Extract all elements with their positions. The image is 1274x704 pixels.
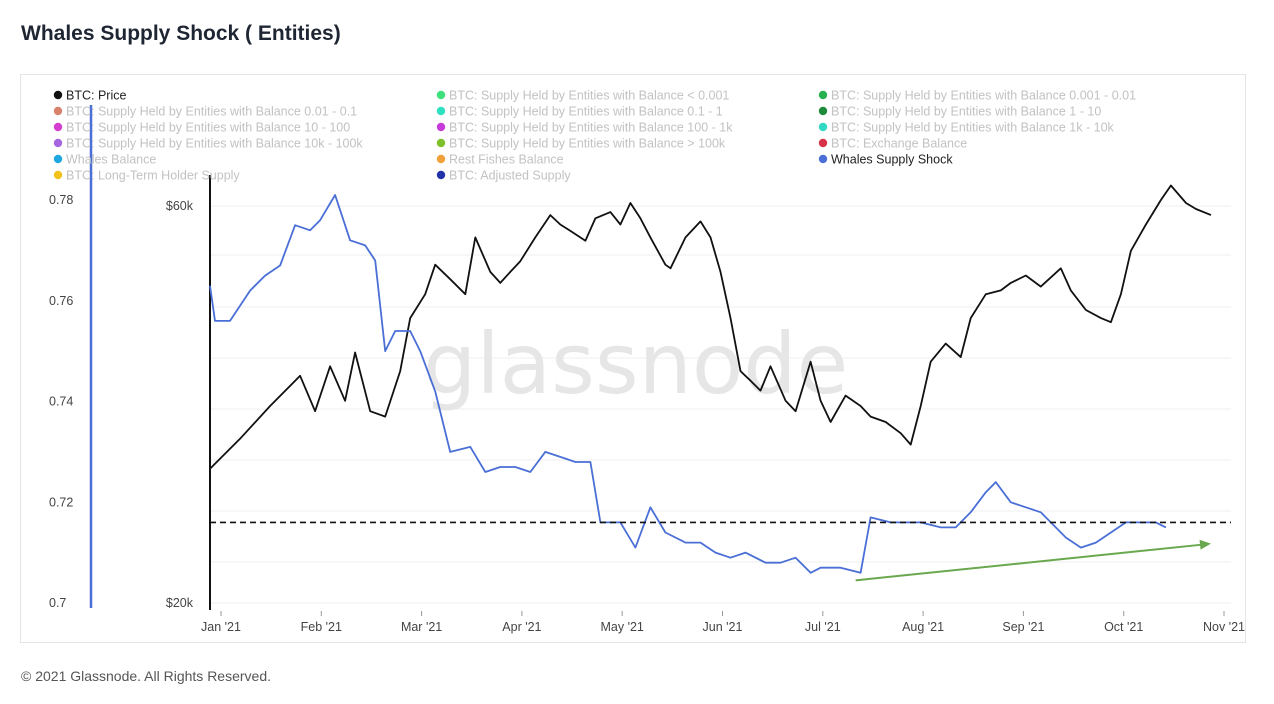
price-axis-tick: $60k bbox=[166, 199, 194, 213]
legend-item: BTC: Long-Term Holder Supply bbox=[53, 169, 240, 183]
whales-supply-shock-line bbox=[209, 194, 1167, 574]
legend-marker-icon bbox=[53, 122, 63, 132]
legend-label: BTC: Supply Held by Entities with Balanc… bbox=[449, 89, 729, 103]
x-axis-tick: Mar '21 bbox=[401, 620, 442, 634]
legend-item: BTC: Supply Held by Entities with Balanc… bbox=[818, 121, 1115, 135]
legend-label: BTC: Supply Held by Entities with Balanc… bbox=[66, 121, 350, 135]
legend-label: BTC: Supply Held by Entities with Balanc… bbox=[449, 121, 733, 135]
x-axis-tick: May '21 bbox=[601, 620, 644, 634]
left-axis-tick: 0.76 bbox=[49, 294, 73, 308]
legend-item: BTC: Supply Held by Entities with Balanc… bbox=[818, 105, 1101, 119]
x-axis-tick: Oct '21 bbox=[1104, 620, 1143, 634]
legend-marker-icon bbox=[53, 90, 63, 100]
legend-marker-icon bbox=[818, 138, 828, 148]
legend-label: BTC: Adjusted Supply bbox=[449, 169, 571, 183]
legend-item: BTC: Supply Held by Entities with Balanc… bbox=[436, 121, 733, 135]
legend-label: BTC: Supply Held by Entities with Balanc… bbox=[831, 105, 1101, 119]
legend-marker-icon bbox=[53, 106, 63, 116]
legend-item: Whales Supply Shock bbox=[818, 153, 953, 167]
price-axis-tick: $20k bbox=[166, 596, 194, 610]
legend-label: BTC: Supply Held by Entities with Balanc… bbox=[831, 121, 1115, 135]
legend-label: Whales Supply Shock bbox=[831, 153, 953, 167]
legend-label: Rest Fishes Balance bbox=[449, 153, 564, 167]
legend-label: BTC: Price bbox=[66, 89, 126, 103]
chart-svg: glassnode 0.78 0.76 0.74 0.72 0.7 $60k $20k Jan… bbox=[49, 89, 1245, 635]
legend-label: BTC: Long-Term Holder Supply bbox=[66, 169, 240, 183]
legend-item: BTC: Price bbox=[53, 89, 126, 103]
legend-marker-icon bbox=[436, 90, 446, 100]
legend-item: BTC: Supply Held by Entities with Balanc… bbox=[53, 121, 350, 135]
legend-marker-icon bbox=[53, 138, 63, 148]
x-axis-tick: Nov '21 bbox=[1203, 620, 1245, 634]
x-axis-tick: Sep '21 bbox=[1002, 620, 1044, 634]
legend-item: BTC: Supply Held by Entities with Balanc… bbox=[436, 105, 723, 119]
copyright-footer: © 2021 Glassnode. All Rights Reserved. bbox=[21, 668, 272, 684]
legend-item: Whales Balance bbox=[53, 153, 156, 167]
left-axis-tick: 0.7 bbox=[49, 596, 66, 610]
legend-label: Whales Balance bbox=[66, 153, 156, 167]
legend-item: BTC: Supply Held by Entities with Balanc… bbox=[436, 89, 729, 103]
left-axis-tick: 0.72 bbox=[49, 495, 73, 509]
trend-arrow-line bbox=[855, 543, 1204, 582]
legend-item: BTC: Exchange Balance bbox=[818, 137, 967, 151]
series-lines bbox=[209, 184, 1212, 574]
legend-marker-icon bbox=[53, 170, 63, 180]
x-axis-tick: Jun '21 bbox=[703, 620, 743, 634]
legend: BTC: Price BTC: Supply Held by Entities w… bbox=[53, 89, 1136, 183]
legend-label: BTC: Supply Held by Entities with Balanc… bbox=[449, 137, 726, 151]
legend-marker-icon bbox=[818, 106, 828, 116]
legend-marker-icon bbox=[818, 122, 828, 132]
trend-arrow-head bbox=[1199, 539, 1211, 550]
legend-marker-icon bbox=[436, 170, 446, 180]
legend-item: BTC: Supply Held by Entities with Balanc… bbox=[818, 89, 1136, 103]
legend-label: BTC: Supply Held by Entities with Balanc… bbox=[66, 137, 363, 151]
watermark: glassnode bbox=[423, 315, 848, 413]
axes: 0.78 0.76 0.74 0.72 0.7 $60k $20k Jan '21 Feb '2… bbox=[49, 175, 1245, 634]
legend-marker-icon bbox=[818, 90, 828, 100]
x-axis-tick: Jul '21 bbox=[805, 620, 841, 634]
legend-item: BTC: Supply Held by Entities with Balanc… bbox=[53, 105, 357, 119]
page-title: Whales Supply Shock ( Entities) bbox=[21, 22, 341, 45]
legend-item: BTC: Supply Held by Entities with Balanc… bbox=[436, 137, 726, 151]
legend-label: BTC: Exchange Balance bbox=[831, 137, 967, 151]
legend-label: BTC: Supply Held by Entities with Balanc… bbox=[831, 89, 1136, 103]
x-axis-tick: Jan '21 bbox=[201, 620, 241, 634]
legend-marker-icon bbox=[436, 106, 446, 116]
legend-label: BTC: Supply Held by Entities with Balanc… bbox=[66, 105, 357, 119]
x-axis-tick: Feb '21 bbox=[301, 620, 342, 634]
chart-panel: glassnode 0.78 0.76 0.74 0.72 0.7 $60k $20k Jan… bbox=[20, 74, 1246, 643]
annotations bbox=[210, 521, 1231, 582]
x-axis-tick: Aug '21 bbox=[902, 620, 944, 634]
left-axis-tick: 0.78 bbox=[49, 193, 73, 207]
legend-marker-icon bbox=[53, 154, 63, 164]
legend-marker-icon bbox=[436, 154, 446, 164]
left-axis-tick: 0.74 bbox=[49, 395, 73, 409]
legend-marker-icon bbox=[818, 154, 828, 164]
legend-label: BTC: Supply Held by Entities with Balanc… bbox=[449, 105, 723, 119]
legend-marker-icon bbox=[436, 138, 446, 148]
legend-item: Rest Fishes Balance bbox=[436, 153, 564, 167]
legend-item: BTC: Adjusted Supply bbox=[436, 169, 571, 183]
btc-price-line bbox=[209, 184, 1212, 470]
x-axis-tick: Apr '21 bbox=[502, 620, 541, 634]
legend-item: BTC: Supply Held by Entities with Balanc… bbox=[53, 137, 363, 151]
legend-marker-icon bbox=[436, 122, 446, 132]
